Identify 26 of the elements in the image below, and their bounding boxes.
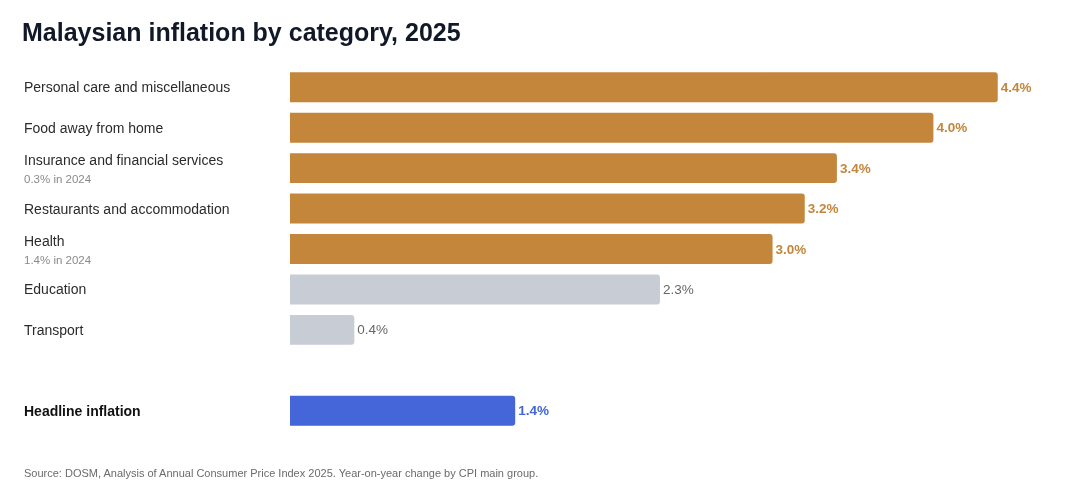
- data-label: 2.3%: [662, 281, 694, 297]
- data-label: 3.0%: [775, 241, 807, 257]
- bar: [290, 72, 998, 103]
- y-tick-label: Education: [24, 281, 87, 297]
- data-label: 3.4%: [839, 160, 871, 176]
- y-tick-label: Headline inflation: [24, 403, 141, 419]
- bar: [290, 153, 837, 184]
- bar: [290, 314, 355, 345]
- bar: [290, 274, 660, 305]
- y-tick-label: Insurance and financial services 0.3% in 2024: [24, 152, 224, 186]
- y-tick-label: Personal care and miscellaneous: [24, 79, 231, 95]
- y-tick-label: Food away from home: [24, 120, 164, 136]
- bar: [290, 395, 516, 426]
- y-tick-label: Health 1.4% in 2024: [24, 233, 92, 267]
- y-tick-label: Transport: [24, 322, 84, 338]
- data-label: 3.2%: [807, 201, 839, 217]
- source-note: Source: DOSM, Analysis of Annual Consumer Price Index 2025. Year-on-year change by CPI main group.: [24, 467, 539, 479]
- data-label: 1.4%: [518, 403, 549, 419]
- data-label: 4.0%: [936, 120, 968, 136]
- y-tick-label: Restaurants and accommodation: [24, 201, 230, 217]
- bar: [290, 112, 934, 143]
- data-label: 0.4%: [357, 322, 389, 338]
- bar: [290, 234, 773, 264]
- data-label: 4.4%: [1000, 79, 1032, 95]
- bar: [290, 193, 805, 224]
- chart-title: Malaysian inflation by category, 2025: [22, 17, 461, 46]
